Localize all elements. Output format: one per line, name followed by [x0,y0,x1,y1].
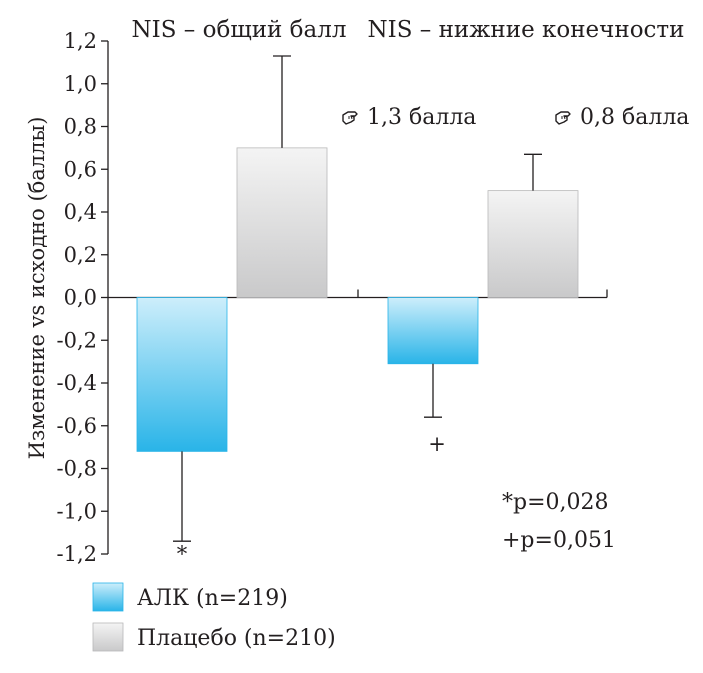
category-label-total: NIS – общий балл [132,17,347,43]
diff-label-lower-limbs: 0,8 балла [580,105,689,130]
legend: АЛК (n=219) Плацебо (n=210) [92,582,336,652]
legend-label-placebo: Плацебо (n=210) [137,626,336,651]
y-tick-label: -0,8 [57,457,98,481]
bar [136,297,228,452]
y-tick-label: 1,0 [64,72,97,96]
diff-label-total: 1,3 балла [367,105,476,130]
y-tick-label: -1,2 [57,542,98,566]
bars [136,55,579,542]
sig-marker-lower-limbs: + [428,432,446,456]
diff-annotation-total: 1,3 балла [342,105,476,130]
pvalue-2: +p=0,051 [502,528,616,553]
legend-swatch-alk [92,582,124,612]
y-tick-label: -0,2 [57,328,98,352]
y-tick-labels: 1,2 1,0 0,8 0,6 0,4 0,2 0,0 -0,2 -0,4 -0,6 -0,8 -1,… [57,29,98,566]
legend-swatch-placebo [92,622,124,652]
y-tick-label: 0,4 [64,200,97,224]
bar [387,297,479,365]
bar [487,190,579,298]
y-tick-label: 0,6 [64,157,97,181]
y-tick-label: -0,6 [57,414,98,438]
hand-pointing-icon [555,111,571,125]
pvalue-1: *p=0,028 [502,490,609,515]
y-tick-label: 0,0 [64,286,97,310]
y-tick-label: -1,0 [57,499,98,523]
y-tick-label: 1,2 [64,29,97,53]
sig-marker-total: * [177,542,188,566]
diff-annotation-lower-limbs: 0,8 балла [555,105,689,130]
bar [236,147,328,298]
y-axis-label: Изменение vs исходно (баллы) [25,117,49,460]
y-tick-label: -0,4 [57,371,98,395]
legend-label-alk: АЛК (n=219) [137,586,288,611]
y-tick-label: 0,8 [64,115,97,139]
hand-pointing-icon [342,111,358,125]
y-tick-label: 0,2 [64,243,97,267]
category-label-lower-limbs: NIS – нижние конечности [368,17,685,43]
